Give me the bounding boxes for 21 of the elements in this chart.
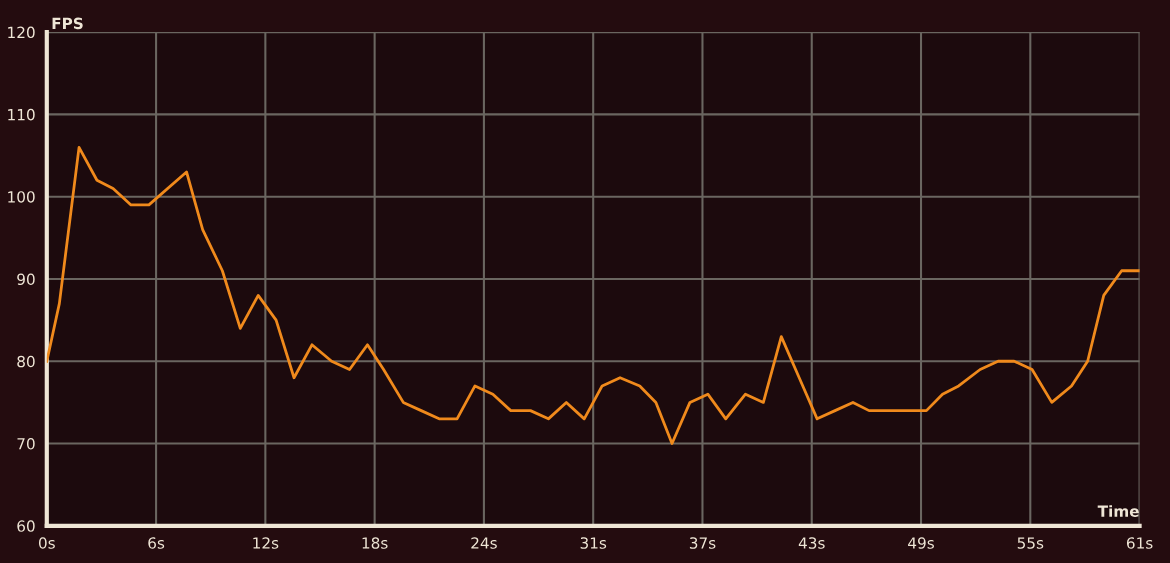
y-axis-title: FPS (52, 17, 83, 30)
x-tick-label: 43s (798, 537, 825, 549)
x-tick-label: 31s (580, 537, 607, 549)
y-tick-label: 120 (8, 26, 35, 39)
y-tick-label: 90 (17, 273, 35, 285)
x-tick-label: 12s (253, 537, 279, 549)
x-tick-label: 0s (38, 537, 55, 549)
x-tick-label: 55s (1017, 537, 1044, 549)
y-tick-label: 60 (17, 520, 35, 532)
x-axis-title: Time (1097, 505, 1139, 517)
x-tick-label: 49s (908, 537, 934, 549)
y-tick-label: 100 (8, 191, 35, 203)
y-tick-label: 110 (8, 108, 35, 121)
x-tick-label: 6s (148, 537, 165, 549)
x-tick-label: 37s (689, 537, 716, 549)
x-tick-label: 61s (1126, 537, 1153, 549)
x-tick-label: 24s (471, 537, 497, 549)
y-tick-label: 70 (17, 438, 35, 450)
x-tick-label: 18s (362, 537, 388, 549)
line-series (46, 145, 1140, 445)
y-tick-label: 80 (17, 355, 35, 368)
